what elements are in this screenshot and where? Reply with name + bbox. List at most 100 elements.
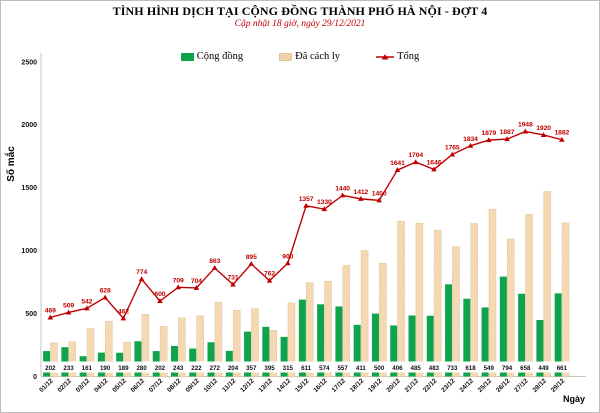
bar-cong-dong: [207, 342, 215, 377]
tong-point-marker: [376, 197, 382, 203]
bar-da-cach-ly: [141, 314, 150, 377]
bar-value-label-box: [554, 361, 570, 373]
bar-cong-dong: [317, 304, 325, 377]
tong-point-marker: [540, 132, 547, 137]
bar-value-label: 658: [520, 365, 531, 372]
bar-value-label: 411: [356, 365, 367, 372]
tong-value-label: 1330: [317, 199, 332, 206]
tong-value-label: 542: [81, 298, 92, 305]
y-tick-label: 1000: [21, 248, 37, 255]
bar-cong-dong: [280, 336, 288, 377]
bar-value-label: 574: [319, 365, 330, 372]
tong-value-label: 628: [100, 287, 111, 294]
tong-value-label: 1440: [335, 185, 350, 192]
tong-point-marker: [522, 128, 529, 134]
bar-cong-dong: [445, 284, 453, 377]
bar-da-cach-ly: [68, 341, 77, 377]
bar-da-cach-ly: [360, 250, 369, 377]
bar-value-label-box: [463, 361, 479, 373]
bar-value-label: 557: [337, 365, 348, 372]
bar-cong-dong: [536, 320, 544, 377]
tong-value-label: 1948: [518, 121, 533, 128]
tong-value-label: 1641: [390, 160, 405, 167]
bar-da-cach-ly: [452, 246, 460, 377]
bar-value-label-box: [536, 361, 552, 373]
tong-value-label: 900: [282, 253, 293, 260]
bar-value-label-box: [262, 361, 278, 373]
tong-point-marker: [102, 294, 108, 300]
tong-value-label: 1920: [536, 125, 551, 132]
bar-value-label-box: [298, 361, 314, 373]
x-tick-label: 14/12: [276, 377, 293, 394]
bar-value-label-box: [426, 361, 442, 373]
x-axis-title: Ngày: [563, 394, 585, 404]
bar-da-cach-ly: [159, 326, 168, 377]
tong-point-marker: [157, 298, 163, 304]
bar-da-cach-ly: [543, 191, 552, 377]
bar-value-label: 233: [63, 365, 74, 372]
bar-value-label-box: [207, 361, 223, 373]
bar-cong-dong: [335, 306, 343, 377]
tong-value-label: 709: [173, 277, 184, 284]
legend-label: Tổng: [397, 51, 420, 62]
tong-value-label: 600: [154, 291, 165, 298]
bar-cong-dong: [518, 293, 526, 377]
tong-value-label: 469: [45, 307, 56, 314]
bar-da-cach-ly: [397, 220, 405, 377]
chart-title: TÌNH HÌNH DỊCH TẠI CỘNG ĐỒNG THÀNH PHỐ H…: [112, 4, 488, 18]
x-tick-label: 20/12: [385, 377, 402, 394]
bar-value-label: 485: [411, 365, 422, 372]
tong-value-label: 774: [136, 269, 147, 276]
bar-da-cach-ly: [525, 213, 533, 377]
bar-value-label: 272: [210, 365, 221, 372]
tong-point-marker: [485, 137, 492, 143]
bar-value-label: 794: [502, 365, 513, 372]
tong-value-label: 1412: [354, 189, 369, 196]
y-tick-label: 0: [33, 374, 37, 381]
x-tick-label: 08/12: [166, 377, 183, 394]
legend-label: Cộng đồng: [196, 51, 244, 62]
tong-value-label: 731: [227, 275, 238, 282]
y-axis-title: Số mắc: [4, 146, 17, 182]
x-tick-label: 16/12: [312, 377, 329, 394]
tong-point-marker: [394, 167, 401, 173]
x-tick-label: 21/12: [404, 377, 421, 394]
tong-point-marker: [175, 284, 181, 290]
tong-value-label: 1887: [500, 129, 515, 136]
tong-value-label: 762: [264, 271, 275, 278]
bar-value-label: 204: [228, 365, 239, 372]
bar-da-cach-ly: [196, 315, 204, 377]
bar-value-label-box: [170, 361, 186, 373]
bar-value-label-box: [115, 361, 131, 373]
tong-point-marker: [559, 136, 565, 142]
green-bar-swatch-icon: [180, 52, 194, 61]
bar-cong-dong: [244, 331, 252, 377]
bar-cong-dong: [134, 341, 142, 377]
x-tick-label: 23/12: [440, 377, 457, 394]
tong-point-marker: [138, 276, 145, 282]
bar-da-cach-ly: [123, 341, 131, 377]
x-tick-label: 15/12: [294, 377, 311, 394]
bar-cong-dong: [554, 293, 562, 377]
bar-value-label-box: [316, 361, 332, 373]
bar-value-label-box: [353, 361, 369, 373]
tong-point-marker: [65, 309, 72, 315]
tong-value-label: 509: [63, 302, 74, 309]
bar-value-label: 733: [447, 365, 458, 372]
bar-value-label: 395: [264, 365, 275, 372]
bar-da-cach-ly: [488, 208, 497, 377]
bar-value-label: 483: [429, 365, 440, 372]
tong-point-marker: [467, 142, 474, 148]
bar-value-label-box: [389, 361, 405, 373]
tong-point-marker: [285, 260, 291, 266]
bar-value-label: 222: [191, 365, 202, 372]
tong-point-marker: [230, 281, 236, 287]
bar-value-label: 661: [557, 365, 568, 372]
bar-value-label-box: [481, 361, 497, 373]
y-tick-label: 1500: [21, 185, 37, 192]
bar-value-label-box: [97, 361, 113, 373]
x-tick-label: 04/12: [93, 377, 110, 394]
x-tick-label: 11/12: [221, 377, 237, 393]
x-tick-label: 09/12: [184, 377, 201, 394]
